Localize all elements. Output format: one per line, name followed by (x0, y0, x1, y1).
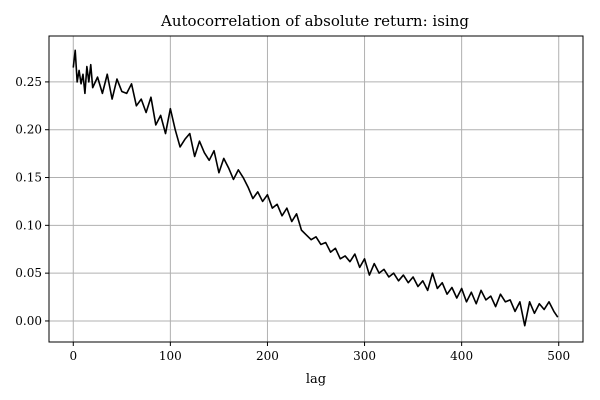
x-axis-label: lag (306, 372, 326, 387)
x-tick-label: 0 (69, 349, 77, 363)
x-axis-ticks: 0 100 200 300 400 500 (69, 342, 570, 363)
y-tick-label: 0.10 (15, 218, 42, 232)
y-tick-label: 0.00 (15, 314, 42, 328)
y-tick-label: 0.20 (15, 123, 42, 137)
y-axis-ticks: 0.00 0.05 0.10 0.15 0.20 0.25 (15, 75, 49, 328)
series-line (72, 49, 559, 327)
x-tick-label: 100 (159, 349, 182, 363)
x-tick-label: 200 (256, 349, 279, 363)
x-tick-label: 400 (450, 349, 473, 363)
x-tick-label: 300 (353, 349, 376, 363)
grid-lines (49, 36, 583, 342)
y-tick-label: 0.15 (15, 171, 42, 185)
chart-title: Autocorrelation of absolute return: isin… (160, 12, 469, 30)
x-tick-label: 500 (547, 349, 570, 363)
series-group (72, 49, 559, 327)
y-tick-label: 0.05 (15, 266, 42, 280)
plot-frame (48, 35, 584, 343)
y-tick-label: 0.25 (15, 75, 42, 89)
